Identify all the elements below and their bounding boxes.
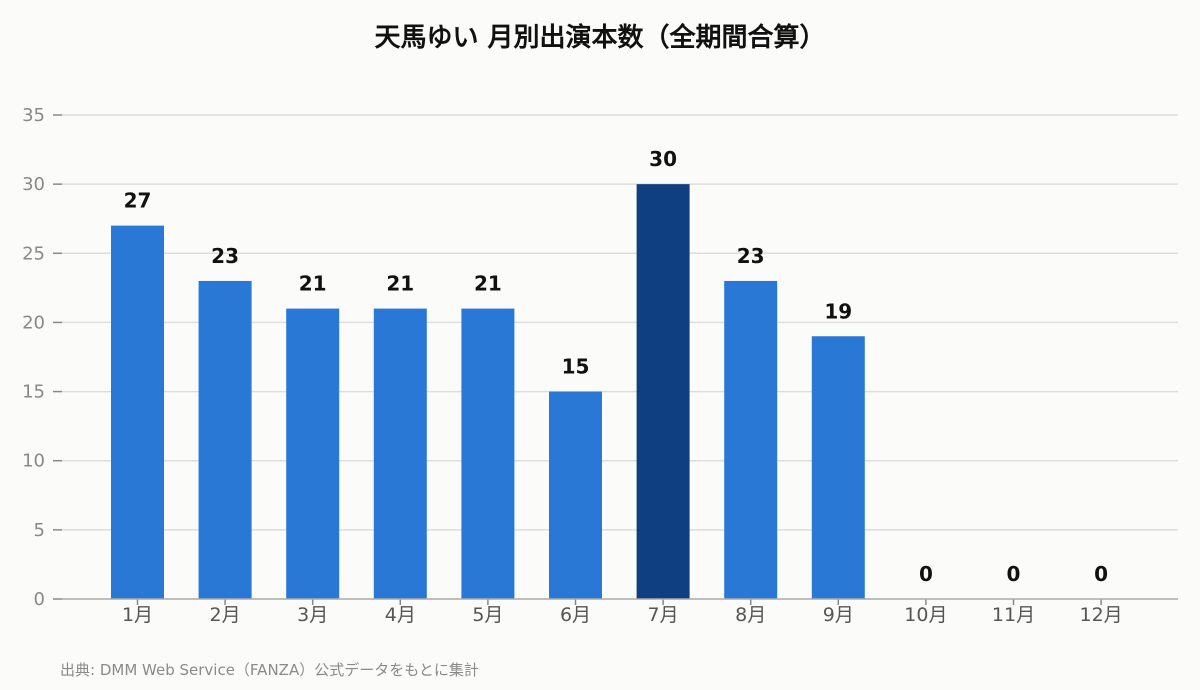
bar [636, 184, 690, 599]
x-tick-label: 9月 [823, 604, 854, 626]
source-note: 出典: DMM Web Service（FANZA）公式データをもとに集計 [60, 661, 479, 679]
x-tick-label: 8月 [735, 604, 766, 626]
x-tick-label: 11月 [992, 604, 1035, 626]
y-tick-label: 5 [34, 520, 45, 541]
x-tick-label: 12月 [1080, 604, 1123, 626]
data-label: 21 [299, 272, 327, 296]
x-tick-label: 1月 [122, 604, 153, 626]
y-tick-label: 10 [22, 451, 45, 472]
data-label: 23 [211, 244, 239, 268]
y-tick-label: 15 [22, 382, 45, 403]
data-label: 19 [824, 299, 852, 323]
y-tick-label: 35 [22, 105, 45, 126]
y-tick-label: 20 [22, 312, 45, 333]
x-tick-label: 3月 [297, 604, 328, 626]
x-tick-label: 5月 [472, 604, 503, 626]
y-tick-label: 0 [34, 589, 45, 610]
bar [373, 308, 427, 599]
bar [198, 280, 252, 599]
y-tick-label: 25 [22, 243, 45, 264]
x-tick-label: 2月 [210, 604, 241, 626]
bar [549, 391, 602, 599]
y-tick-label: 30 [22, 174, 45, 195]
data-label: 21 [386, 272, 414, 296]
bar [461, 308, 515, 599]
data-labels: 27 23 21 21 21 15 30 23 19 0 0 0 [124, 147, 1108, 586]
data-label: 0 [1094, 562, 1108, 586]
x-tick-label: 10月 [904, 604, 947, 626]
chart-title: 天馬ゆい 月別出演本数（全期間合算） [374, 22, 825, 53]
x-tick-label: 7月 [648, 604, 679, 626]
data-label: 23 [737, 244, 765, 268]
bar [286, 308, 340, 599]
y-axis: 0 5 10 15 20 25 30 35 [22, 105, 62, 610]
x-axis: 1月 2月 3月 4月 5月 6月 7月 8月 9月 10月 11月 12月 [62, 598, 1178, 626]
bar [111, 225, 164, 599]
data-label: 21 [474, 272, 502, 296]
x-tick-label: 4月 [385, 604, 416, 626]
data-label: 27 [124, 189, 152, 213]
data-label: 30 [649, 147, 677, 171]
bar [724, 280, 778, 599]
data-label: 0 [1007, 562, 1021, 586]
x-tick-label: 6月 [560, 604, 591, 626]
data-label: 15 [562, 355, 590, 379]
bar [811, 336, 865, 599]
data-label: 0 [919, 562, 933, 586]
bars [111, 184, 865, 599]
